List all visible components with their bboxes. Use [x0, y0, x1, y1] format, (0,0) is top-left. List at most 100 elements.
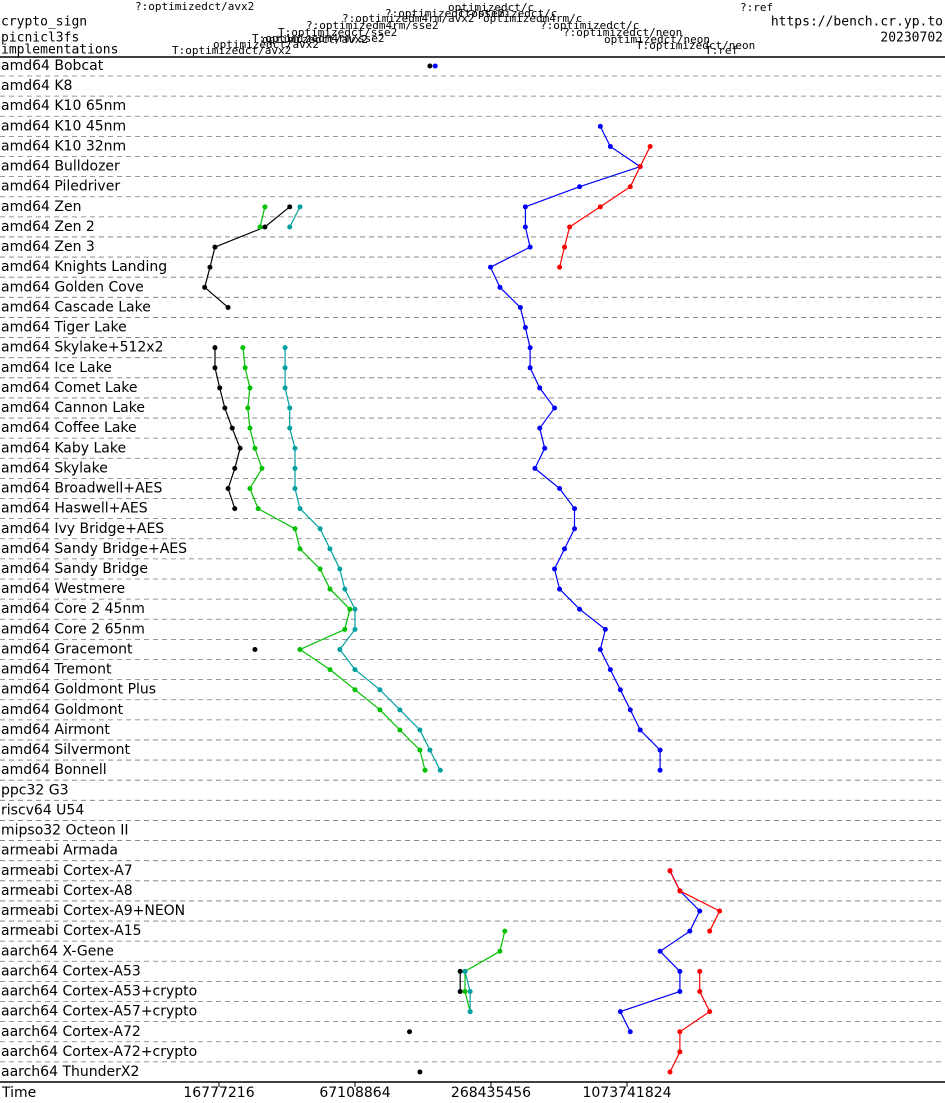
x-tick-label: 67108864 — [319, 1085, 390, 1101]
data-point — [347, 606, 353, 612]
implementation-label: T:optimizedct/c — [458, 7, 557, 20]
data-point — [352, 606, 358, 612]
row-label: aarch64 Cortex-A72+crypto — [1, 1044, 197, 1060]
data-point — [247, 425, 253, 431]
row-label: amd64 Coffee Lake — [1, 420, 137, 436]
data-point — [207, 264, 213, 270]
data-point — [647, 143, 653, 149]
data-point — [557, 586, 563, 592]
data-point — [677, 989, 683, 995]
chart-title: crypto_sign — [1, 15, 87, 30]
data-point — [292, 526, 298, 532]
data-point — [602, 626, 608, 632]
data-point — [577, 606, 583, 612]
data-point — [657, 747, 663, 753]
data-point — [292, 465, 298, 471]
data-point — [597, 204, 603, 210]
row-label: amd64 Tremont — [1, 662, 112, 678]
row-label: amd64 K10 45nm — [1, 118, 126, 134]
data-point — [232, 506, 238, 512]
row-label: amd64 Ivy Bridge+AES — [1, 521, 164, 537]
data-point — [627, 707, 633, 713]
data-point — [232, 465, 238, 471]
data-point — [427, 747, 433, 753]
data-point — [552, 566, 558, 572]
row-label: amd64 Zen 3 — [1, 239, 95, 255]
data-point — [487, 264, 493, 270]
row-label: mipso32 Octeon II — [1, 823, 129, 839]
data-point — [527, 345, 533, 351]
y-axis-label: implementations — [1, 43, 118, 58]
data-point — [212, 365, 218, 371]
data-point — [202, 284, 208, 290]
data-point — [257, 224, 263, 230]
row-label: amd64 Core 2 65nm — [1, 621, 145, 637]
x-tick-label: 268435456 — [451, 1085, 531, 1101]
row-label: amd64 Gracemont — [1, 641, 133, 657]
row-label: aarch64 Cortex-A57+crypto — [1, 1004, 197, 1020]
row-label: armeabi Cortex-A8 — [1, 883, 133, 899]
data-point — [427, 63, 433, 69]
x-tick-label: 1073741824 — [582, 1085, 671, 1101]
x-axis-label: Time — [1, 1085, 36, 1101]
x-tick-label: 16777216 — [183, 1085, 254, 1101]
legend-label: T:ref — [705, 44, 738, 57]
data-point — [607, 667, 613, 673]
data-point — [397, 707, 403, 713]
data-point — [242, 365, 248, 371]
data-point — [287, 224, 293, 230]
row-label: amd64 Kaby Lake — [1, 440, 126, 456]
data-point — [567, 224, 573, 230]
row-label: amd64 Airmont — [1, 722, 110, 738]
chart-subtitle: picnicl3fs — [1, 31, 79, 46]
data-point — [282, 385, 288, 391]
data-point — [627, 184, 633, 190]
data-point — [327, 667, 333, 673]
source: https://bench.cr.yp.to — [771, 15, 943, 30]
data-point — [397, 727, 403, 733]
data-point — [572, 526, 578, 532]
row-label: amd64 Westmere — [1, 581, 125, 597]
data-point — [637, 164, 643, 170]
data-point — [637, 727, 643, 733]
data-point — [245, 405, 251, 411]
row-label: ppc32 G3 — [1, 782, 69, 798]
row-label: armeabi Cortex-A7 — [1, 863, 133, 879]
data-point — [467, 989, 473, 995]
data-point — [225, 486, 231, 492]
row-label: amd64 Golden Cove — [1, 279, 144, 295]
data-point — [247, 486, 253, 492]
data-point — [417, 747, 423, 753]
data-point — [212, 244, 218, 250]
data-point — [497, 948, 503, 954]
data-point — [657, 948, 663, 954]
data-point — [522, 204, 528, 210]
data-point — [282, 345, 288, 351]
data-point — [522, 224, 528, 230]
legend-label: T:optimizedct/sse2 — [278, 26, 397, 39]
data-point — [287, 425, 293, 431]
row-label: aarch64 ThunderX2 — [1, 1064, 139, 1080]
data-point — [462, 989, 468, 995]
row-label: amd64 Knights Landing — [1, 259, 167, 275]
data-point — [212, 345, 218, 351]
data-point — [517, 304, 523, 310]
data-point — [557, 486, 563, 492]
data-point — [342, 626, 348, 632]
implementation-label: ?:optimizedct/neon — [563, 26, 682, 39]
data-point — [562, 244, 568, 250]
data-point — [467, 1009, 473, 1015]
data-point — [462, 968, 468, 974]
data-point — [597, 123, 603, 129]
legend-label: optimizedct/avx2 — [213, 38, 319, 51]
data-point — [457, 968, 463, 974]
data-point — [697, 968, 703, 974]
row-label: amd64 Bobcat — [1, 58, 104, 74]
row-label: riscv64 U54 — [1, 802, 84, 818]
data-point — [297, 646, 303, 652]
data-point — [707, 928, 713, 934]
row-label: amd64 Zen 2 — [1, 219, 95, 235]
data-point — [697, 908, 703, 914]
data-point — [292, 486, 298, 492]
